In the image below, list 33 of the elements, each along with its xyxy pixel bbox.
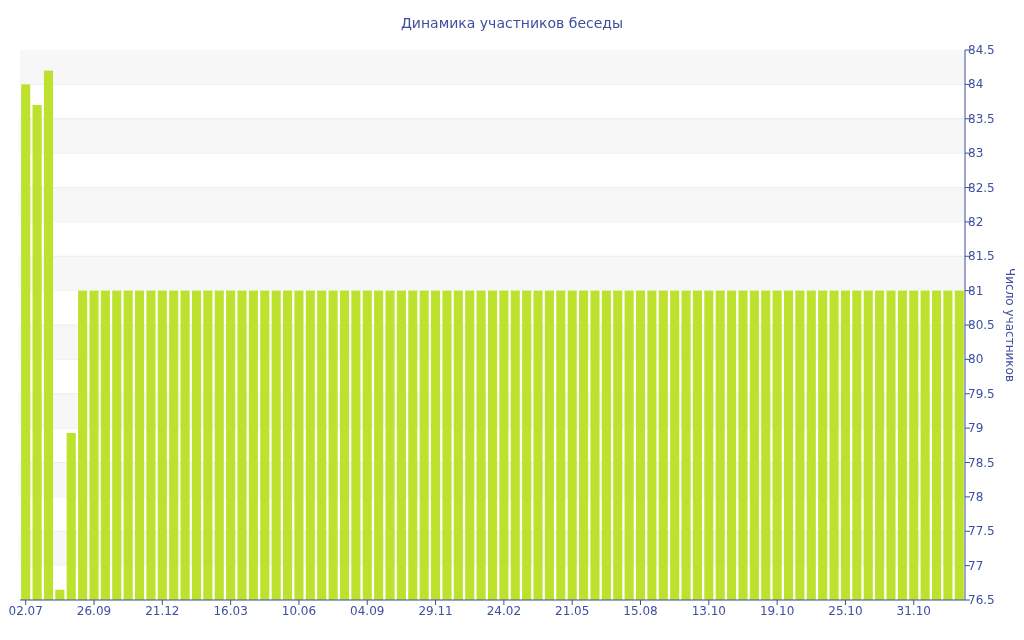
y-tick-label: 78: [968, 489, 984, 504]
chart-title: Динамика участников беседы: [400, 15, 624, 31]
x-tick-label: 13.10: [691, 604, 727, 618]
y-axis-title: Число участников: [1003, 268, 1017, 382]
y-tick-label: 81.5: [968, 249, 995, 264]
y-tick-label: 83.5: [968, 111, 995, 126]
y-tick-label: 79.5: [968, 386, 995, 401]
x-tick-label: 10.06: [281, 604, 317, 618]
y-tick-label: 79: [968, 421, 984, 436]
y-tick-label: 80: [968, 352, 984, 367]
x-tick-label: 25.10: [828, 604, 863, 618]
x-tick-label: 26.09: [76, 604, 112, 618]
y-tick-label: 78.5: [968, 455, 995, 470]
x-tick-label: 24.02: [486, 604, 522, 618]
y-tick-label: 76.5: [968, 593, 995, 607]
y-tick-label: 82.5: [968, 180, 995, 195]
x-tick-label: 02.07: [8, 604, 43, 618]
x-tick-label: 29.11: [418, 604, 453, 618]
x-tick-label: 21.12: [145, 604, 180, 618]
x-tick-label: 31.10: [896, 604, 931, 618]
y-tick-label: 84.5: [968, 43, 995, 57]
x-tick-label: 21.05: [555, 604, 590, 618]
y-tick-label: 77.5: [968, 524, 995, 539]
x-tick-label: 16.03: [213, 604, 248, 618]
y-tick-label: 81: [968, 283, 984, 298]
x-tick-label: 19.10: [759, 604, 795, 618]
x-tick-label: 04.09: [350, 604, 385, 618]
x-tick-label: 15.08: [623, 604, 658, 618]
y-tick-label: 84: [968, 77, 984, 92]
y-tick-label: 83: [968, 146, 984, 161]
y-tick-label: 82: [968, 214, 984, 229]
y-tick-label: 80.5: [968, 318, 995, 332]
y-tick-label: 77: [968, 558, 984, 573]
